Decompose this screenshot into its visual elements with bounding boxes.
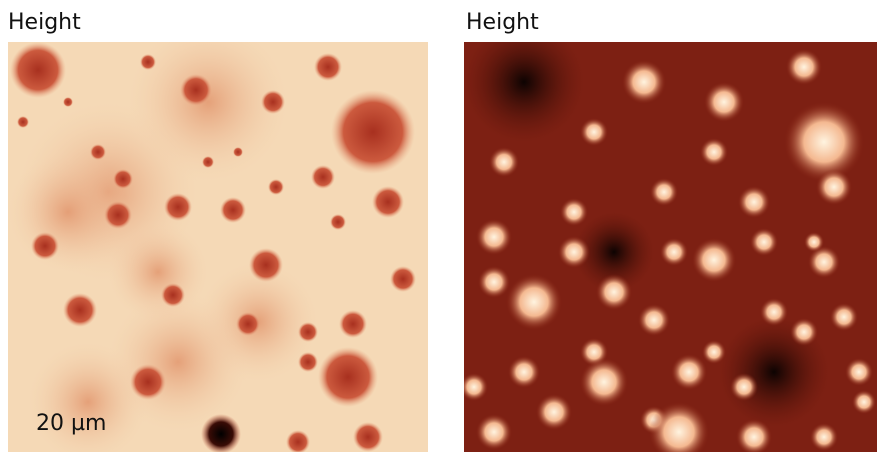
- blob: [760, 298, 788, 326]
- blob: [508, 356, 540, 388]
- blob: [318, 347, 378, 407]
- blob: [202, 156, 214, 168]
- blob: [816, 169, 852, 205]
- blob: [702, 340, 726, 364]
- blob: [730, 373, 758, 401]
- blob: [17, 116, 29, 128]
- blob: [580, 358, 628, 406]
- blob: [558, 236, 590, 268]
- blob: [784, 102, 864, 182]
- blob: [845, 358, 873, 386]
- blob: [692, 238, 736, 282]
- blob: [353, 422, 383, 452]
- panel-title: Height: [466, 10, 539, 35]
- blob: [161, 283, 185, 307]
- blob: [478, 266, 510, 298]
- blob: [476, 219, 512, 255]
- blob: [700, 138, 728, 166]
- blob: [750, 228, 778, 256]
- blob: [852, 390, 876, 414]
- blob: [830, 303, 858, 331]
- panel-title: Height: [8, 10, 81, 35]
- blob: [249, 248, 283, 282]
- blob: [164, 193, 192, 221]
- blob: [298, 322, 318, 342]
- blob: [506, 274, 562, 330]
- blob: [220, 197, 246, 223]
- blob: [372, 186, 404, 218]
- blob: [311, 165, 335, 189]
- blob: [536, 394, 572, 430]
- blob: [671, 354, 707, 390]
- blob: [476, 414, 512, 450]
- blob: [560, 198, 588, 226]
- blob: [236, 312, 260, 336]
- blob: [130, 364, 166, 400]
- blob: [180, 74, 212, 106]
- blob: [63, 97, 73, 107]
- blob: [31, 232, 59, 260]
- scale-bar-label: 20 µm: [36, 411, 106, 436]
- blob: [390, 266, 416, 292]
- blob: [331, 90, 415, 174]
- afm-image-right: [464, 42, 877, 452]
- blob: [489, 147, 519, 177]
- blob: [596, 274, 632, 310]
- blob: [622, 60, 666, 104]
- blob: [660, 238, 688, 266]
- blob: [638, 304, 670, 336]
- blob: [810, 423, 838, 451]
- blob: [580, 118, 608, 146]
- afm-image-left: 20 µm: [8, 42, 428, 452]
- blob: [804, 232, 824, 252]
- blob: [298, 352, 318, 372]
- blob: [104, 201, 132, 229]
- blob: [233, 147, 243, 157]
- blob: [140, 54, 156, 70]
- blob: [704, 82, 744, 122]
- blob: [268, 179, 284, 195]
- blob: [786, 49, 822, 85]
- blob: [261, 90, 285, 114]
- blob: [738, 186, 770, 218]
- blob: [330, 214, 346, 230]
- page: Height Height 20 µm (() => { const data …: [0, 0, 877, 452]
- blob: [113, 169, 133, 189]
- blob: [63, 293, 97, 327]
- blob: [90, 144, 106, 160]
- blob: [339, 310, 367, 338]
- blob: [314, 53, 342, 81]
- blob: [10, 42, 66, 98]
- blob: [650, 178, 678, 206]
- blob: [790, 318, 818, 346]
